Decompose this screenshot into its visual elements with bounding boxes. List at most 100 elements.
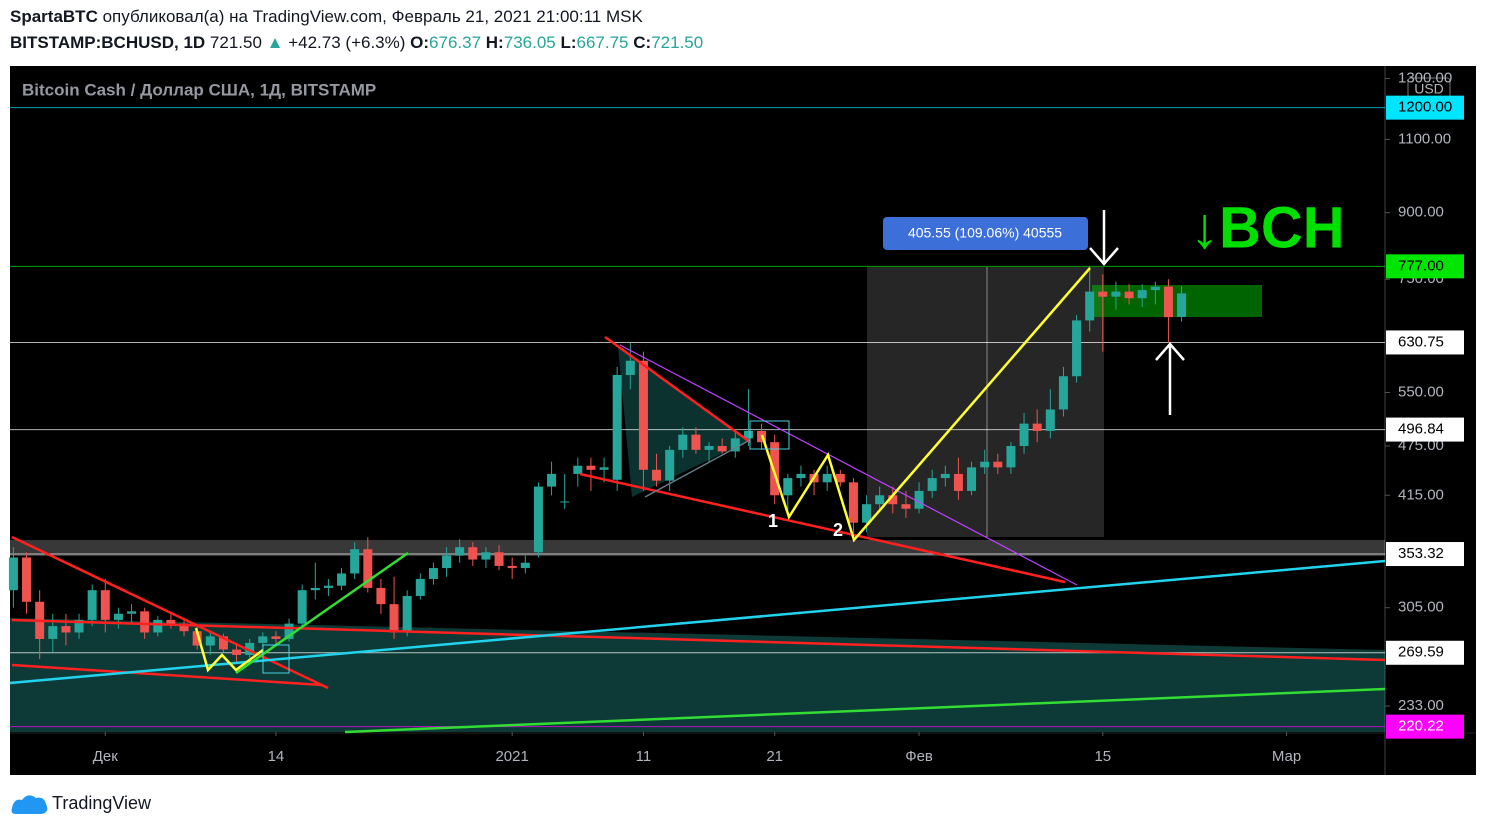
candle-body bbox=[507, 565, 517, 569]
candle-body bbox=[455, 547, 465, 556]
level-label-box bbox=[1386, 417, 1464, 442]
candle-body bbox=[848, 482, 858, 523]
candle-body bbox=[389, 604, 399, 633]
level-label: 496.84 bbox=[1398, 421, 1444, 438]
c-value: 721.50 bbox=[651, 33, 704, 52]
candle-body bbox=[1163, 286, 1173, 318]
level-label-box bbox=[1386, 640, 1464, 665]
author: SpartaBTC bbox=[10, 7, 98, 26]
candle-body bbox=[100, 590, 110, 620]
candle-body bbox=[691, 434, 701, 450]
candle-body bbox=[127, 611, 137, 614]
y-tick-label: 233.00 bbox=[1398, 697, 1444, 714]
candle-body bbox=[625, 360, 635, 375]
candle-body bbox=[494, 552, 504, 566]
trendline bbox=[11, 535, 329, 690]
candle-body bbox=[442, 555, 452, 569]
candle-body bbox=[284, 623, 294, 639]
candle-body bbox=[993, 461, 1003, 468]
x-tick-label: 2021 bbox=[495, 748, 528, 765]
measure-label: 405.55 (109.06%) 40555 bbox=[908, 225, 1062, 241]
h-label: H: bbox=[485, 33, 504, 52]
symbol: BITSTAMP:BCHUSD, 1D bbox=[10, 33, 206, 52]
trendline bbox=[619, 344, 1078, 586]
y-tick-label: 415.00 bbox=[1398, 486, 1444, 503]
trendline bbox=[9, 559, 1386, 685]
candle-body bbox=[166, 619, 176, 624]
candle-body bbox=[967, 467, 977, 491]
x-tick-label: Мар bbox=[1272, 748, 1301, 765]
triangle bbox=[618, 347, 750, 497]
candle-body bbox=[796, 473, 806, 479]
measure-label-box bbox=[883, 217, 1088, 250]
zigzag bbox=[194, 627, 264, 673]
candle-body bbox=[1045, 409, 1055, 431]
o-value: 676.37 bbox=[429, 33, 482, 52]
change-arrow: ▲ bbox=[266, 33, 284, 52]
candle-body bbox=[245, 642, 255, 655]
mark-box bbox=[262, 644, 290, 674]
candle-body bbox=[87, 590, 97, 620]
candle-body bbox=[652, 469, 662, 481]
candle-body bbox=[1124, 291, 1134, 299]
candle-body bbox=[415, 578, 425, 596]
o-label: O: bbox=[410, 33, 430, 52]
candle-body bbox=[560, 501, 570, 503]
candle-body bbox=[888, 495, 898, 505]
currency: USD bbox=[1414, 81, 1444, 97]
candle-body bbox=[547, 473, 557, 487]
candle-body bbox=[428, 568, 438, 579]
candle-body bbox=[113, 613, 123, 620]
candle-body bbox=[862, 504, 872, 523]
candle-body bbox=[363, 549, 373, 588]
last-price: 721.50 bbox=[209, 33, 262, 52]
footer-brand: TradingView bbox=[52, 793, 152, 813]
published: опубликовал(а) на TradingView.com, Февра… bbox=[102, 7, 643, 26]
candle-body bbox=[980, 461, 990, 468]
measure-box bbox=[867, 267, 1104, 537]
candle-body bbox=[612, 374, 622, 480]
wave-label: 2 bbox=[833, 520, 843, 540]
level-label: 269.59 bbox=[1398, 644, 1444, 661]
under-layer bbox=[10, 267, 1385, 732]
candle-body bbox=[74, 619, 84, 633]
candle-body bbox=[323, 585, 333, 588]
candle-body bbox=[297, 590, 307, 624]
trendline bbox=[604, 335, 751, 444]
candle-body bbox=[232, 649, 242, 655]
y-tick-label: 900.00 bbox=[1398, 204, 1444, 221]
zigzag bbox=[760, 267, 1091, 543]
x-tick-label: Дек bbox=[93, 748, 119, 765]
candle-body bbox=[901, 504, 911, 509]
candle-body bbox=[140, 611, 150, 633]
candle-body bbox=[1072, 320, 1082, 377]
candle-body bbox=[665, 449, 675, 481]
level-label: 777.00 bbox=[1398, 257, 1444, 274]
candle-body bbox=[376, 587, 386, 605]
candle-body bbox=[770, 442, 780, 496]
candle-body bbox=[875, 495, 885, 505]
candle-body bbox=[179, 623, 189, 632]
candle-body bbox=[533, 486, 543, 553]
mark-box bbox=[749, 420, 790, 450]
trendline bbox=[235, 551, 409, 675]
candle-body bbox=[337, 573, 347, 586]
candle-body bbox=[402, 595, 412, 633]
candle-body bbox=[310, 587, 320, 591]
candle-body bbox=[481, 552, 491, 560]
candle-body bbox=[192, 631, 202, 646]
level-label-box bbox=[1386, 714, 1464, 739]
candle-body bbox=[271, 636, 281, 639]
x-tick-label: 21 bbox=[766, 748, 783, 765]
candle-body bbox=[822, 473, 832, 483]
candle-body bbox=[599, 467, 609, 470]
candle-body bbox=[835, 473, 845, 483]
y-tick-label: 1100.00 bbox=[1398, 130, 1451, 147]
candle-body bbox=[730, 438, 740, 452]
drawings bbox=[9, 210, 1386, 734]
level-label-box bbox=[1386, 542, 1464, 567]
candle-body bbox=[1006, 445, 1016, 468]
candle-body bbox=[783, 478, 793, 496]
y-tick-label: 1300.00 bbox=[1398, 69, 1452, 86]
